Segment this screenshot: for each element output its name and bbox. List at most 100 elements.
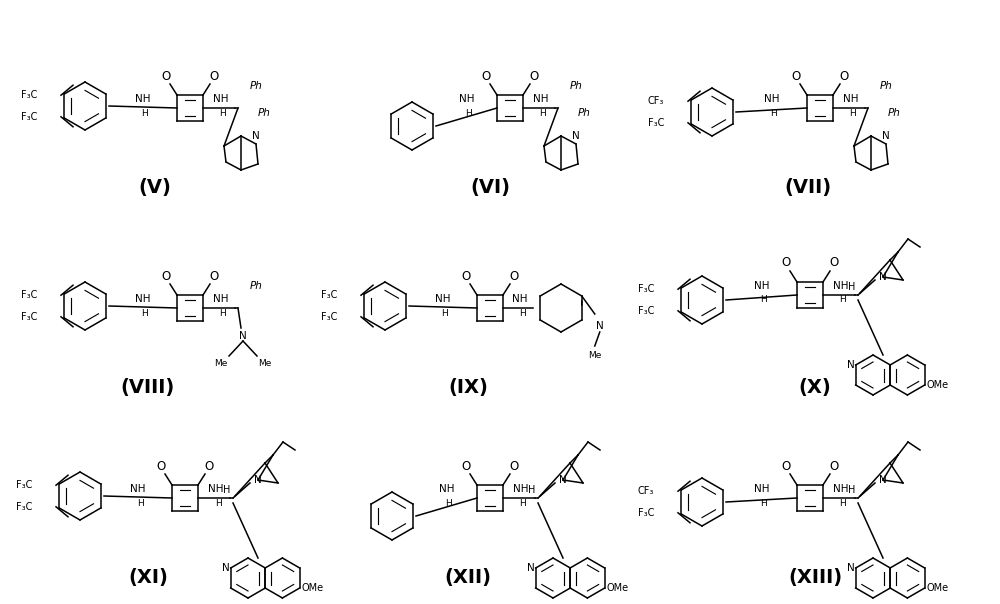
Text: NH: NH <box>213 294 229 304</box>
Text: O: O <box>209 69 219 83</box>
Text: O: O <box>529 69 539 83</box>
Text: NH: NH <box>764 94 779 104</box>
Text: CF₃: CF₃ <box>648 96 664 106</box>
Text: H: H <box>840 295 846 304</box>
Text: H: H <box>220 109 226 118</box>
Text: Ph: Ph <box>570 81 582 91</box>
Text: N: N <box>847 563 855 573</box>
Text: NH: NH <box>130 484 146 494</box>
Text: F₃C: F₃C <box>648 118 664 128</box>
Text: H: H <box>770 109 777 118</box>
Text: O: O <box>509 269 519 283</box>
Text: F₃C: F₃C <box>16 480 32 490</box>
Text: NH: NH <box>435 294 451 304</box>
Text: N: N <box>527 563 535 573</box>
Text: H: H <box>850 109 856 118</box>
Text: F₃C: F₃C <box>638 508 654 518</box>
Text: O: O <box>509 460 519 472</box>
Text: N: N <box>882 131 890 141</box>
Text: O: O <box>156 460 166 472</box>
Text: OMe: OMe <box>606 583 628 593</box>
Text: (XIII): (XIII) <box>788 568 842 588</box>
Text: NH: NH <box>513 484 529 494</box>
Text: NH: NH <box>843 94 859 104</box>
Text: Me: Me <box>588 352 601 361</box>
Text: N: N <box>559 475 567 485</box>
Text: CF₃: CF₃ <box>638 486 654 496</box>
Text: N: N <box>879 475 887 485</box>
Text: O: O <box>781 460 791 472</box>
Text: O: O <box>791 69 801 83</box>
Text: H: H <box>223 485 231 495</box>
Text: NH: NH <box>135 94 151 104</box>
Text: N: N <box>596 321 604 331</box>
Text: N: N <box>254 475 262 485</box>
Text: H: H <box>442 309 448 318</box>
Text: (VIII): (VIII) <box>121 379 175 397</box>
Text: OMe: OMe <box>926 583 948 593</box>
Text: (XII): (XII) <box>444 568 492 588</box>
Text: H: H <box>142 109 148 118</box>
Text: O: O <box>161 69 171 83</box>
Text: O: O <box>209 269 219 283</box>
Text: (XI): (XI) <box>128 568 168 588</box>
Text: Ph: Ph <box>578 108 590 118</box>
Text: N: N <box>572 131 580 141</box>
Text: H: H <box>848 282 856 292</box>
Text: O: O <box>161 269 171 283</box>
Text: N: N <box>879 272 887 282</box>
Text: H: H <box>519 309 525 318</box>
Text: Ph: Ph <box>250 81 262 91</box>
Text: O: O <box>461 269 471 283</box>
Text: H: H <box>445 498 452 507</box>
Text: Me: Me <box>214 359 228 368</box>
Text: F₃C: F₃C <box>321 290 337 300</box>
Text: H: H <box>465 109 472 118</box>
Text: N: N <box>847 360 855 370</box>
Text: OMe: OMe <box>926 380 948 390</box>
Text: H: H <box>137 498 143 507</box>
Text: NH: NH <box>754 281 769 291</box>
Text: F₃C: F₃C <box>638 284 654 294</box>
Text: NH: NH <box>135 294 151 304</box>
Text: NH: NH <box>208 484 224 494</box>
Text: OMe: OMe <box>301 583 323 593</box>
Text: H: H <box>840 498 846 507</box>
Text: N: N <box>222 563 230 573</box>
Text: H: H <box>520 498 526 507</box>
Text: H: H <box>220 309 226 318</box>
Text: NH: NH <box>833 281 849 291</box>
Text: (V): (V) <box>139 179 171 198</box>
Text: N: N <box>239 331 247 341</box>
Text: NH: NH <box>833 484 849 494</box>
Text: F₃C: F₃C <box>638 306 654 316</box>
Text: F₃C: F₃C <box>321 312 337 322</box>
Text: Ph: Ph <box>880 81 892 91</box>
Text: O: O <box>461 460 471 472</box>
Text: N: N <box>252 131 260 141</box>
Text: H: H <box>215 498 221 507</box>
Text: Me: Me <box>258 359 272 368</box>
Text: F₃C: F₃C <box>21 112 37 122</box>
Text: O: O <box>839 69 849 83</box>
Text: F₃C: F₃C <box>21 312 37 322</box>
Text: O: O <box>781 257 791 269</box>
Text: (VI): (VI) <box>470 179 510 198</box>
Text: NH: NH <box>439 484 454 494</box>
Text: F₃C: F₃C <box>21 290 37 300</box>
Text: Ph: Ph <box>888 108 900 118</box>
Text: H: H <box>540 109 546 118</box>
Text: F₃C: F₃C <box>16 502 32 512</box>
Text: NH: NH <box>459 94 474 104</box>
Text: Ph: Ph <box>250 281 262 291</box>
Text: H: H <box>528 485 536 495</box>
Text: NH: NH <box>213 94 229 104</box>
Text: O: O <box>829 257 839 269</box>
Text: H: H <box>848 485 856 495</box>
Text: O: O <box>481 69 491 83</box>
Text: Ph: Ph <box>258 108 270 118</box>
Text: H: H <box>142 309 148 318</box>
Text: (VII): (VII) <box>784 179 832 198</box>
Text: H: H <box>760 498 767 507</box>
Text: F₃C: F₃C <box>21 90 37 100</box>
